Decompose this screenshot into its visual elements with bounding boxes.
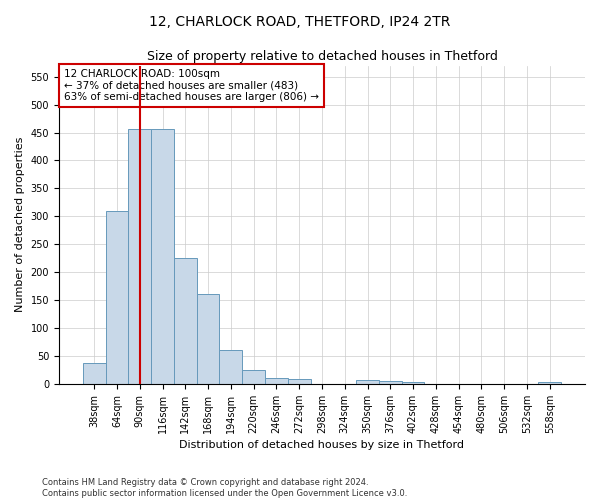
Bar <box>401 382 424 384</box>
Y-axis label: Number of detached properties: Number of detached properties <box>15 137 25 312</box>
Bar <box>538 382 561 384</box>
Bar <box>242 370 265 384</box>
Text: Contains HM Land Registry data © Crown copyright and database right 2024.
Contai: Contains HM Land Registry data © Crown c… <box>42 478 407 498</box>
Bar <box>151 128 174 384</box>
Bar <box>174 258 197 384</box>
Bar <box>83 362 106 384</box>
Bar <box>288 380 311 384</box>
Bar <box>128 128 151 384</box>
Bar <box>356 380 379 384</box>
Title: Size of property relative to detached houses in Thetford: Size of property relative to detached ho… <box>146 50 497 63</box>
Text: 12, CHARLOCK ROAD, THETFORD, IP24 2TR: 12, CHARLOCK ROAD, THETFORD, IP24 2TR <box>149 15 451 29</box>
Bar <box>220 350 242 384</box>
Bar <box>106 210 128 384</box>
X-axis label: Distribution of detached houses by size in Thetford: Distribution of detached houses by size … <box>179 440 464 450</box>
Bar <box>265 378 288 384</box>
Bar <box>379 381 401 384</box>
Text: 12 CHARLOCK ROAD: 100sqm
← 37% of detached houses are smaller (483)
63% of semi-: 12 CHARLOCK ROAD: 100sqm ← 37% of detach… <box>64 68 319 102</box>
Bar <box>197 294 220 384</box>
